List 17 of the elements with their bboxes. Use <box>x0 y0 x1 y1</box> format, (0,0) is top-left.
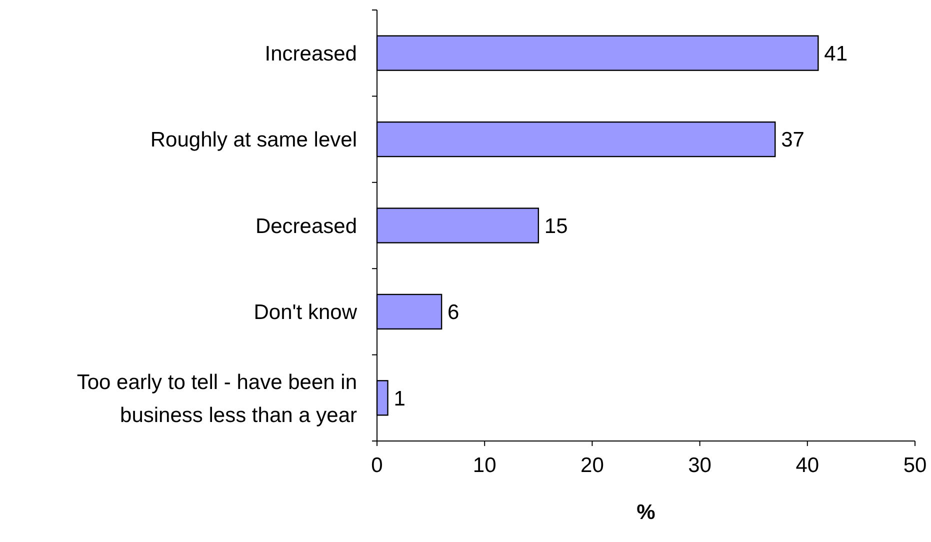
y-tick-label: Too early to tell - have been in business less than a year <box>76 370 358 427</box>
x-tick-label: 50 <box>903 454 927 477</box>
data-label: 1 <box>394 387 406 410</box>
data-label: 15 <box>544 214 568 238</box>
data-label: 37 <box>781 128 804 152</box>
x-tick-label: 0 <box>371 454 383 477</box>
y-tick-label: Decreased <box>255 214 357 238</box>
x-axis-title: % <box>636 501 656 524</box>
x-tick-label: 30 <box>688 454 712 477</box>
x-tick-label: 20 <box>580 454 604 477</box>
y-tick-label: Roughly at same level <box>150 128 357 152</box>
x-tick-label: 10 <box>472 454 496 477</box>
x-tick-label: 40 <box>796 454 820 477</box>
y-tick-label: Don't know <box>254 301 358 324</box>
data-label: 41 <box>824 42 848 66</box>
y-tick-label: Increased <box>264 42 357 66</box>
data-label: 6 <box>448 301 460 324</box>
